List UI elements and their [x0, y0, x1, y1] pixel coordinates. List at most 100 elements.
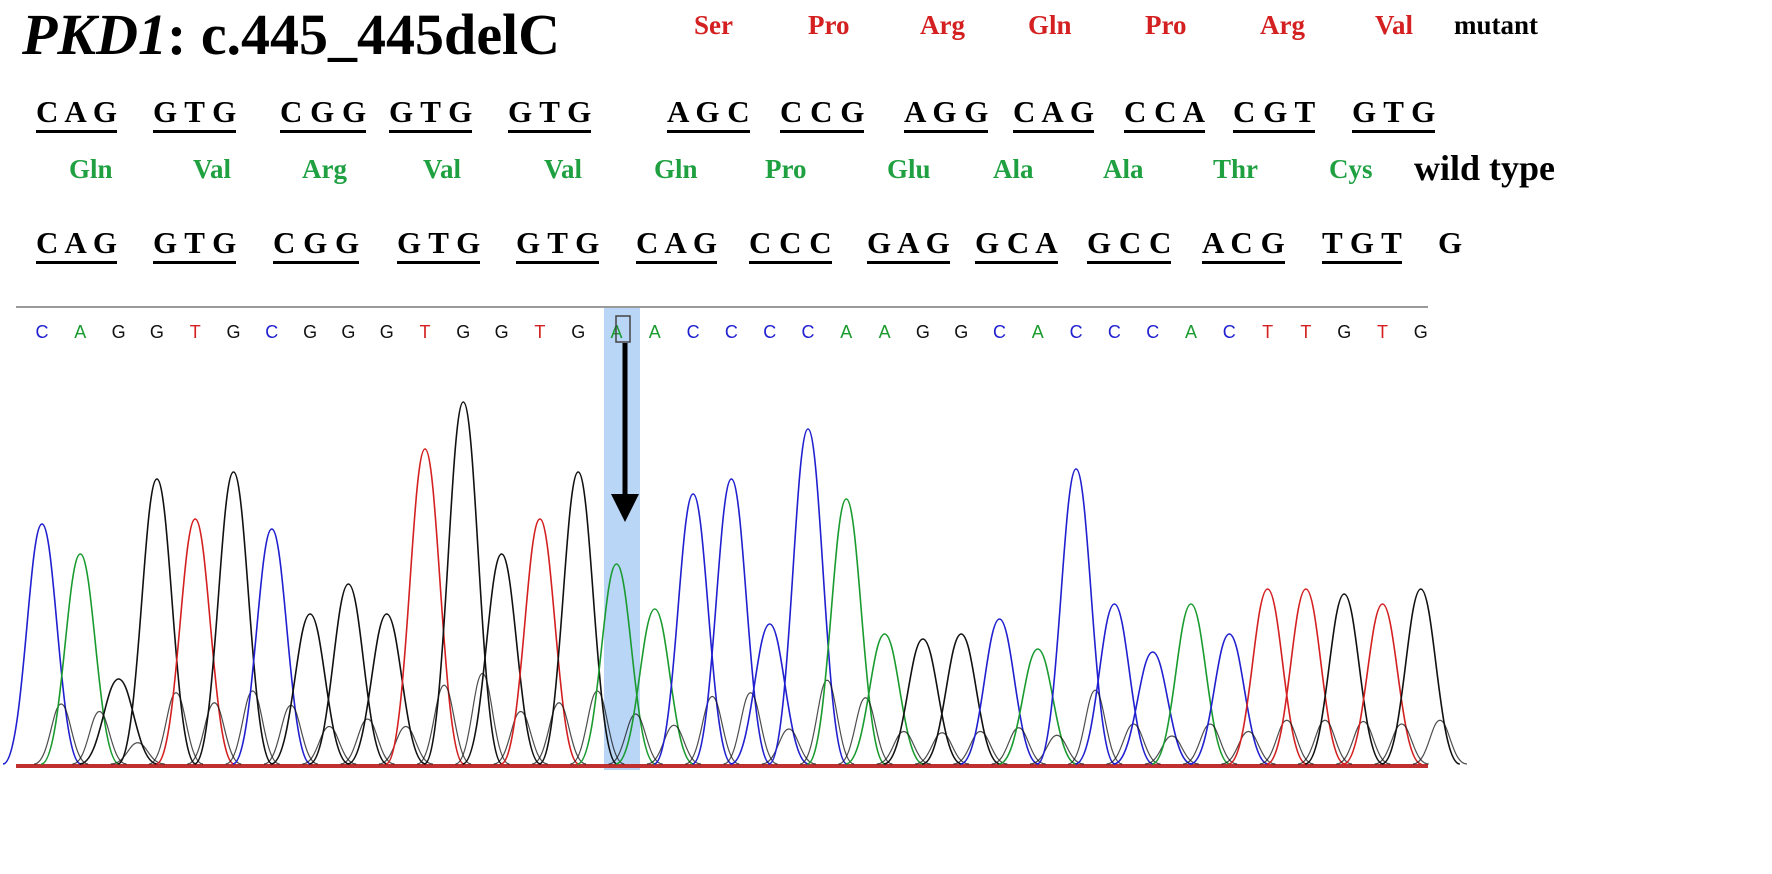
trace-peak — [1190, 633, 1269, 765]
base-call: C — [1146, 322, 1159, 342]
wt-aa-4: Val — [423, 154, 462, 184]
base-call: C — [265, 322, 278, 342]
trace-secondary-peak — [838, 697, 893, 765]
base-call: G — [916, 322, 930, 342]
trace-secondary-peak — [1259, 719, 1314, 765]
wt-aa-2: Val — [193, 154, 232, 184]
mutant-aa-5: Pro — [1145, 10, 1187, 40]
trace-secondary-peak — [1336, 720, 1391, 765]
wt-codon-1: C A G — [36, 227, 117, 264]
wt-codon-4: G T G — [397, 227, 481, 264]
mutant-aa-4: Gln — [1028, 10, 1072, 40]
base-call: C — [993, 322, 1006, 342]
trace-peak — [1381, 588, 1461, 765]
wt-codon-5: G T G — [516, 227, 600, 264]
base-call: T — [190, 322, 201, 342]
wt-codon-2: G T G — [153, 227, 237, 264]
wt-codon-8: G A G — [867, 227, 950, 264]
trace-peak — [117, 478, 197, 765]
mutant-aa-7: Val — [1375, 10, 1414, 40]
mutant-codon-3: C G G — [280, 96, 367, 133]
trace-peak — [998, 648, 1078, 765]
trace-secondary-peak — [187, 702, 242, 765]
trace-peak — [1036, 468, 1116, 765]
wt-aa-3: Arg — [302, 154, 347, 184]
wt-codon-3: C G G — [273, 227, 360, 264]
gene-name: PKD1 — [22, 2, 167, 67]
selected-base-box — [615, 315, 631, 343]
trace-peak — [270, 613, 350, 765]
base-call: A — [1185, 322, 1197, 342]
trace-secondary-peak — [991, 727, 1046, 765]
down-arrow-icon — [611, 343, 639, 522]
base-call: G — [571, 322, 585, 342]
base-call: G — [380, 322, 394, 342]
wt-codon-6: C A G — [636, 227, 717, 264]
wt-aa-7: Pro — [765, 154, 807, 184]
trace-secondary-peak — [799, 679, 855, 765]
base-call: T — [1377, 322, 1388, 342]
trace-secondary-peak — [302, 725, 357, 765]
mutant-codon-1: C A G — [36, 96, 117, 133]
wt-codon-12: T G T — [1322, 227, 1402, 264]
trace-secondary-peak — [33, 703, 89, 765]
trace-peak — [653, 493, 733, 765]
mutant-aa-1: Ser — [694, 10, 733, 40]
trace-secondary-peak — [1412, 719, 1468, 765]
deletion-highlight — [604, 308, 640, 770]
base-call: G — [954, 322, 968, 342]
wt-aa-10: Ala — [1103, 154, 1144, 184]
base-call: G — [1337, 322, 1351, 342]
base-call: G — [341, 322, 355, 342]
trace-secondary-peak — [148, 692, 204, 765]
base-call: G — [226, 322, 240, 342]
mutation-name: : c.445_445delC — [167, 2, 561, 67]
base-call: G — [495, 322, 509, 342]
trace-peak — [691, 478, 772, 765]
mutant-codon-8: A G G — [904, 96, 989, 133]
base-call: C — [36, 322, 49, 342]
base-call: T — [1262, 322, 1273, 342]
trace-peak — [730, 623, 809, 765]
mutant-codon-10: C C A — [1124, 96, 1205, 133]
trace-secondary-peak — [531, 702, 587, 765]
trace-secondary-peak — [378, 725, 433, 765]
base-call: G — [1414, 322, 1428, 342]
wt-aa-8: Glu — [887, 154, 931, 184]
wt-codon-7: C C C — [749, 227, 832, 264]
base-call: C — [1070, 322, 1083, 342]
trace-secondary-peak — [1374, 723, 1429, 765]
base-call: T — [534, 322, 545, 342]
trace-peak — [768, 428, 848, 765]
mutant-aa-6: Arg — [1260, 10, 1305, 40]
trace-secondary-peak — [72, 710, 127, 765]
figure-title: PKD1: c.445_445delC — [22, 6, 560, 64]
wt-aa-9: Ala — [993, 154, 1034, 184]
trace-secondary-peak — [1029, 734, 1085, 765]
trace-secondary-peak — [340, 718, 395, 765]
base-call: C — [687, 322, 700, 342]
base-call: A — [879, 322, 891, 342]
trace-peak — [1266, 588, 1346, 765]
trace-secondary-peak — [1183, 723, 1238, 765]
wt-aa-11: Thr — [1213, 154, 1259, 184]
trace-peak — [1113, 651, 1192, 765]
mutant-aa-3: Arg — [920, 10, 965, 40]
base-call: C — [1108, 322, 1121, 342]
base-call: G — [150, 322, 164, 342]
trace-secondary-peak — [608, 713, 663, 765]
trace-secondary-peak — [1106, 723, 1161, 765]
trace-peak — [1075, 603, 1154, 765]
trace-secondary-peak — [761, 728, 816, 765]
base-call: T — [420, 322, 431, 342]
trace-peak — [347, 613, 427, 765]
base-call: T — [1300, 322, 1311, 342]
mutant-codon-4: G T G — [389, 96, 473, 133]
trace-peak — [1304, 593, 1384, 765]
trace-secondary-peak — [1144, 735, 1199, 765]
wt-codon-9: G C A — [975, 227, 1058, 264]
trace-secondary-peak — [914, 732, 970, 765]
base-call: C — [802, 322, 815, 342]
trace-secondary-peak — [110, 742, 165, 765]
base-call: G — [112, 322, 126, 342]
